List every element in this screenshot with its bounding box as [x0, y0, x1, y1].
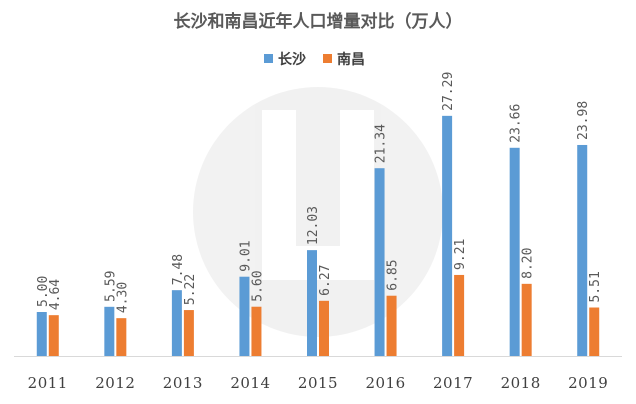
- bar-changsha-2011: [36, 312, 47, 356]
- bar-changsha-2019: [577, 144, 588, 356]
- bar-nanchang-2014: [251, 306, 262, 356]
- x-tick-label-2015: 2015: [298, 374, 338, 392]
- data-label-nanchang-2018: 8.20: [521, 248, 536, 279]
- x-tick-label-2018: 2018: [501, 374, 541, 392]
- data-label-changsha-2018: 23.66: [509, 104, 524, 143]
- bar-nanchang-2011: [48, 315, 59, 356]
- bar-changsha-2015: [307, 250, 317, 356]
- data-label-nanchang-2016: 6.85: [386, 259, 401, 290]
- data-label-changsha-2015: 12.03: [306, 206, 321, 245]
- legend-swatch-0: [264, 54, 273, 63]
- data-label-nanchang-2014: 5.60: [250, 270, 265, 301]
- x-tick-label-2011: 2011: [28, 374, 68, 392]
- bar-nanchang-2019: [589, 307, 600, 356]
- bar-changsha-2014: [239, 276, 250, 356]
- data-label-changsha-2014: 9.01: [238, 240, 253, 271]
- x-tick-label-2012: 2012: [95, 374, 135, 392]
- data-label-nanchang-2017: 9.21: [453, 239, 468, 270]
- data-label-changsha-2019: 23.98: [576, 101, 591, 140]
- bar-nanchang-2013: [183, 310, 194, 356]
- watermark-bar-left: [262, 110, 296, 280]
- bar-nanchang-2017: [454, 274, 465, 356]
- x-tick-label-2019: 2019: [568, 374, 608, 392]
- x-tick-label-2014: 2014: [230, 374, 270, 392]
- bar-changsha-2018: [509, 147, 520, 356]
- data-label-nanchang-2019: 5.51: [588, 271, 603, 302]
- legend-label-0: 长沙: [278, 51, 306, 68]
- data-label-nanchang-2012: 4.30: [115, 282, 130, 313]
- bar-nanchang-2016: [386, 295, 397, 356]
- data-label-changsha-2012: 5.59: [103, 270, 118, 301]
- data-label-changsha-2013: 7.48: [171, 254, 186, 285]
- bar-nanchang-2015: [319, 300, 329, 356]
- x-tick-label-2013: 2013: [163, 374, 203, 392]
- watermark-bar-right: [340, 110, 374, 280]
- x-tick-labels: 2011 2012 2013 2014 2015 2016 2017 2018 2019: [28, 374, 608, 392]
- data-label-changsha-2016: 21.34: [374, 124, 389, 163]
- data-labels-group: 5.004.64 5.594.30 7.485.22 9.015.60 12.03 6.2…: [36, 72, 603, 313]
- bar-changsha-2017: [442, 115, 453, 357]
- legend: 长沙 南昌: [264, 51, 365, 68]
- bars-group: [36, 115, 600, 357]
- legend-swatch-1: [323, 54, 332, 63]
- data-label-changsha-2017: 27.29: [441, 72, 456, 111]
- bar-nanchang-2018: [521, 283, 532, 356]
- data-label-nanchang-2013: 5.22: [183, 274, 198, 305]
- bar-nanchang-2012: [116, 318, 127, 356]
- bar-changsha-2012: [104, 306, 115, 356]
- data-label-nanchang-2015: 6.27: [318, 265, 333, 296]
- bar-changsha-2013: [171, 290, 182, 356]
- data-label-nanchang-2011: 4.64: [48, 279, 63, 310]
- legend-label-1: 南昌: [337, 51, 365, 68]
- chart-title: 长沙和南昌近年人口增量对比（万人）: [174, 11, 463, 32]
- watermark-bar-bottom: [262, 246, 374, 280]
- bar-changsha-2016: [374, 168, 385, 356]
- data-label-changsha-2011: 5.00: [36, 276, 51, 307]
- x-tick-label-2017: 2017: [433, 374, 473, 392]
- x-tick-label-2016: 2016: [365, 374, 405, 392]
